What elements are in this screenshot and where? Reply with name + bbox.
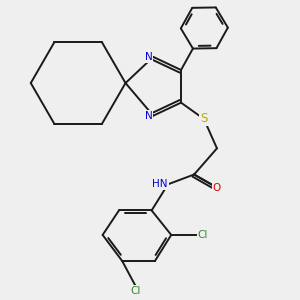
Text: N: N	[145, 52, 153, 62]
Text: Cl: Cl	[130, 286, 140, 296]
Text: N: N	[145, 111, 153, 121]
Text: Cl: Cl	[197, 230, 208, 240]
Text: S: S	[200, 112, 208, 125]
Text: HN: HN	[152, 179, 168, 189]
Text: O: O	[213, 183, 221, 193]
